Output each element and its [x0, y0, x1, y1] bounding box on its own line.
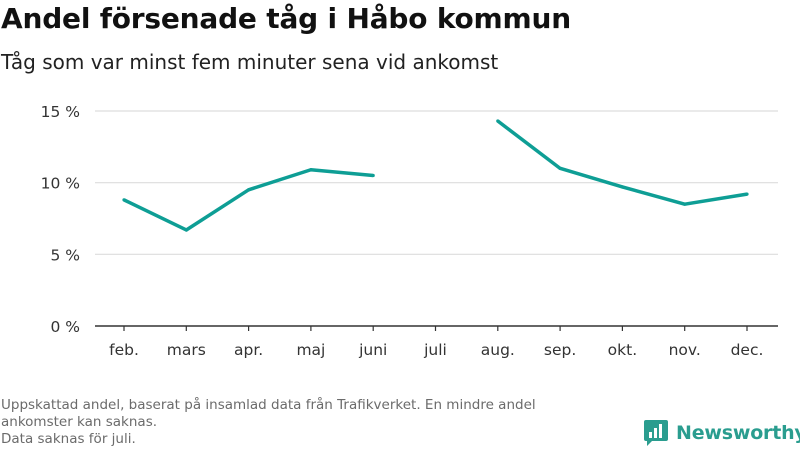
- x-tick-label: aug.: [481, 341, 515, 359]
- data-point: [247, 188, 251, 192]
- data-point: [558, 166, 562, 170]
- data-point: [683, 202, 687, 206]
- line-chart: 0 % 5 % 10 % 15 % feb. mars apr. maj juni juli aug…: [41, 103, 778, 359]
- series-line: [123, 168, 374, 232]
- data-point: [745, 192, 749, 196]
- x-tick-label: apr.: [234, 341, 263, 359]
- y-tick-label: 10 %: [41, 175, 80, 193]
- x-tick-label: nov.: [669, 341, 701, 359]
- data-point: [371, 173, 375, 178]
- data-point: [122, 198, 126, 202]
- series-line: [496, 119, 748, 206]
- x-tick-label: sep.: [544, 341, 576, 359]
- newsworthy-logo-icon: [644, 420, 668, 446]
- x-tick-label: okt.: [608, 341, 637, 359]
- data-point: [620, 185, 625, 189]
- x-tick-label: juli: [423, 341, 447, 359]
- y-tick-label: 0 %: [50, 318, 80, 336]
- brand-name: Newsworthy: [676, 422, 800, 444]
- x-tick-label: feb.: [109, 341, 139, 359]
- x-tick-label: dec.: [731, 341, 764, 359]
- footnote-line: ankomster kan saknas.: [1, 414, 158, 430]
- y-tick-label: 15 %: [41, 103, 80, 121]
- brand-logo: Newsworthy: [643, 419, 800, 447]
- chart-title: Andel försenade tåg i Håbo kommun: [1, 2, 571, 35]
- data-point: [496, 119, 500, 123]
- x-tick-label: juni: [358, 341, 387, 359]
- x-tick-label: maj: [296, 341, 325, 359]
- chart-subtitle: Tåg som var minst fem minuter sena vid a…: [1, 50, 499, 74]
- footnote: Uppskattad andel, baserat på insamlad da…: [1, 397, 641, 448]
- footnote-line: Uppskattad andel, baserat på insamlad da…: [1, 397, 536, 413]
- footnote-line: Data saknas för juli.: [1, 431, 136, 447]
- y-tick-label: 5 %: [50, 246, 80, 264]
- data-point: [309, 168, 313, 172]
- data-point: [184, 228, 188, 232]
- x-tick-label: mars: [167, 341, 206, 359]
